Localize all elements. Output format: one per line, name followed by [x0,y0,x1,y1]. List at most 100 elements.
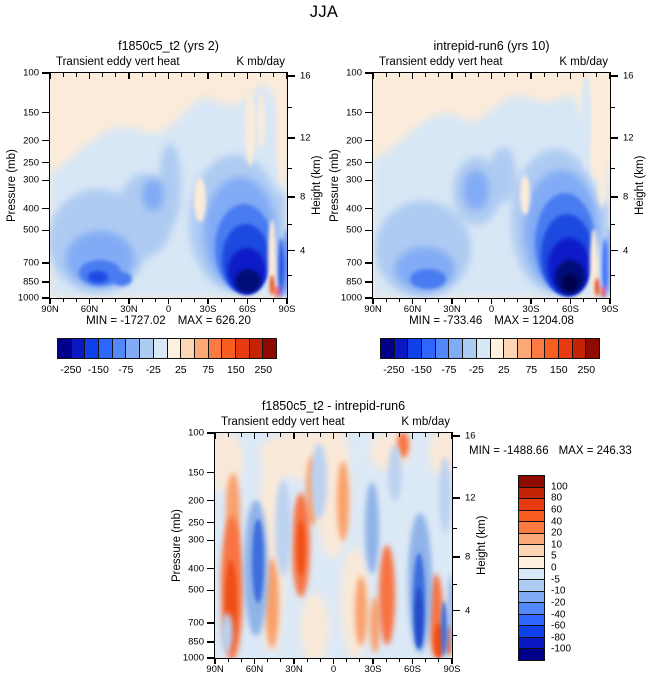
colorbar-cell [112,339,127,358]
bottom-axis-tick [569,299,572,304]
bottom-axis-tick [141,299,143,302]
y-axis-tick [207,589,214,592]
colorbar-tick-label: -75 [118,364,134,376]
colorbar-cell [519,649,544,660]
colorbar-cell [167,339,182,358]
colorbar-cell [208,339,223,358]
bottom-axis-tick [75,299,77,302]
x-axis-tick-label: 90S [601,304,619,315]
bottom-axis-tick [398,299,400,302]
height-axis-tick [453,497,460,499]
colorbar-cell [519,499,544,511]
panel-subtitle-row: Transient eddy vert heat K mb/day [50,56,287,68]
x-axis-tick-label: 90N [206,664,224,675]
colorbar-tick-label: 25 [174,364,187,376]
panel-title: f1850c5_t2 - intrepid-run6 [261,399,406,413]
height-axis-minor-tick [453,635,457,637]
colorbar-cell [181,339,195,358]
y-axis-tick-label: 1000 [182,652,204,664]
height-axis-minor-tick [611,275,615,277]
colorbar-cell [194,339,209,358]
bottom-axis-tick [253,659,256,664]
y-axis-tick-label: 300 [188,534,204,546]
x-axis-tick-label: 90N [41,304,59,315]
height-axis-label: Height (km) [634,155,646,216]
colorbar-tick-label: 250 [254,364,273,376]
colorbar-horizontal [57,338,277,359]
colorbar-tick-label: -25 [468,364,484,376]
colorbar-cell [99,339,113,358]
units-label: K mb/day [236,56,285,68]
units-label: K mb/day [401,416,450,428]
y-axis-tick-label: 100 [346,67,362,79]
bottom-axis-tick [411,299,414,304]
y-axis-tick-label: 250 [188,517,204,528]
bottom-axis-tick [517,299,519,302]
colorbar-cell [586,339,599,358]
y-axis-tick [207,521,214,524]
field-label: Transient eddy vert heat [379,56,503,68]
height-axis-minor-tick [288,167,292,169]
height-axis-tick [611,249,618,252]
min-value: MIN = -733.46 [409,315,483,327]
x-axis-tick-label: 0 [488,304,495,315]
panel-subtitle-row: Transient eddy vert heat K mb/day [373,56,610,68]
height-axis-minor-tick [611,106,615,108]
bottom-axis-tick [115,299,117,302]
field-label: Transient eddy vert heat [56,56,180,68]
bottom-axis-tick [293,659,295,664]
y-axis-tick-label: 850 [188,636,204,648]
bottom-axis-tick [359,659,361,662]
y-axis-tick [365,161,372,164]
bottom-axis-tick [596,299,598,302]
colorbar-cell [394,339,409,358]
bottom-axis-tick [438,659,440,662]
colorbar-cell [140,339,154,358]
y-axis-tick [207,499,214,502]
height-axis-tick-label: 4 [300,245,306,257]
y-axis-tick-label: 400 [188,563,204,574]
bottom-axis-tick [556,299,558,302]
bottom-axis-tick [88,299,91,304]
y-axis-tick-label: 300 [346,174,362,186]
colorbar-cell [519,637,544,650]
y-axis-tick [365,139,372,142]
colorbar-cell [235,339,250,358]
y-axis-tick-label: 400 [23,203,39,214]
x-axis-tick-label: 30S [364,664,382,675]
x-axis-tick-label: 30N [285,664,303,675]
y-axis-tick [207,657,214,659]
colorbar-cell [519,476,544,488]
colorbar-cell [449,339,464,358]
height-axis-minor-tick [453,584,457,586]
colorbar-tick-label: -150 [87,364,109,376]
minmax-label: MIN = -1727.02 MAX = 626.20 [50,315,287,327]
height-axis-label: Height (km) [311,155,323,216]
y-axis-tick [42,72,49,74]
colorbar-tick-label: 25 [497,364,510,376]
colorbar-cell [504,339,518,358]
minmax-label: MIN = -733.46 MAX = 1204.08 [373,315,610,327]
colorbar-cell [153,339,168,358]
x-axis-tick-label: 60N [80,304,99,315]
colorbar-cell [476,339,491,358]
colorbar-tick-label: 75 [202,364,215,376]
bottom-axis-tick [167,299,170,304]
y-axis-tick-label: 700 [188,617,204,629]
colorbar-tick-label: 40 [551,516,563,527]
bottom-axis-tick [372,299,374,304]
bottom-axis-tick [425,299,427,302]
bottom-axis-tick [385,299,387,302]
bottom-axis-tick [477,299,479,302]
colorbar-cell [519,568,544,581]
height-axis-tick [453,556,460,558]
bottom-axis-tick [425,659,427,662]
colorbar-cell [408,339,423,358]
bottom-axis-tick [233,299,235,302]
height-axis-tick [453,609,460,612]
contour-field-art [373,73,610,298]
bottom-axis-tick [398,659,400,662]
colorbar-tick-label: -5 [551,574,560,586]
bottom-axis-tick [207,299,209,304]
bottom-axis-tick [504,299,506,302]
